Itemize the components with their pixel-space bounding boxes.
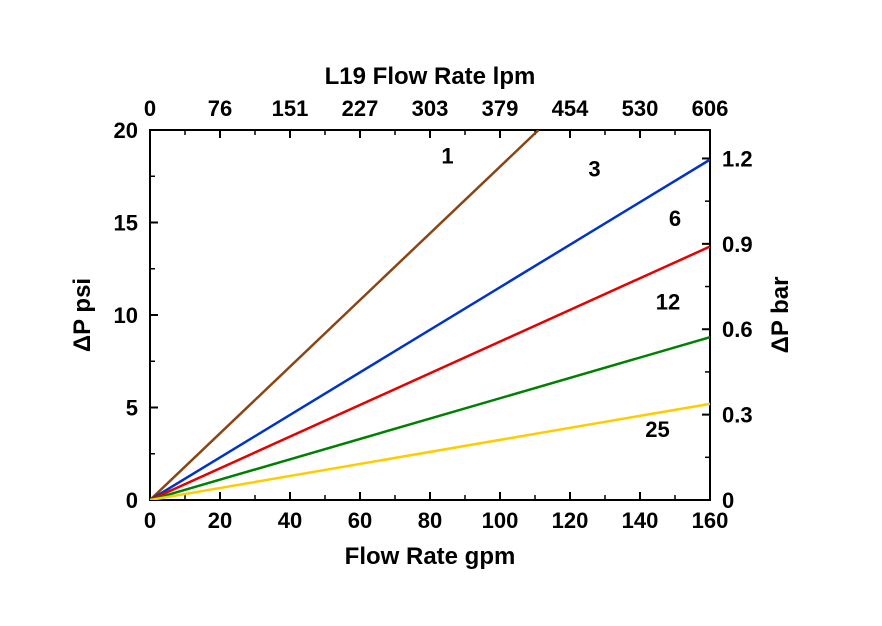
y-left-tick-label: 0	[126, 488, 138, 513]
series-label-s1: 1	[441, 143, 453, 168]
y-left-tick-label: 15	[114, 211, 138, 236]
x-top-tick-label: 379	[482, 96, 519, 121]
x-bottom-tick-label: 120	[552, 508, 589, 533]
y-right-title: ΔP bar	[767, 277, 794, 354]
x-bottom-tick-label: 100	[482, 508, 519, 533]
y-left-title: ΔP psi	[69, 278, 96, 352]
x-top-tick-label: 0	[144, 96, 156, 121]
y-right-tick-label: 0.6	[722, 317, 753, 342]
x-top-tick-label: 76	[208, 96, 232, 121]
chart-container: 020406080100120140160Flow Rate gpm076151…	[0, 0, 882, 626]
series-label-s3: 3	[588, 156, 600, 181]
x-bottom-tick-label: 0	[144, 508, 156, 533]
chart-svg: 020406080100120140160Flow Rate gpm076151…	[0, 0, 882, 626]
x-top-title: L19 Flow Rate lpm	[325, 63, 536, 90]
y-right-tick-label: 0	[722, 488, 734, 513]
y-right-tick-label: 1.2	[722, 146, 753, 171]
x-top-tick-label: 227	[342, 96, 379, 121]
y-left-tick-label: 20	[114, 118, 138, 143]
x-top-tick-label: 151	[272, 96, 309, 121]
y-left-tick-label: 5	[126, 396, 138, 421]
x-bottom-tick-label: 140	[622, 508, 659, 533]
x-top-tick-label: 606	[692, 96, 729, 121]
x-bottom-tick-label: 20	[208, 508, 232, 533]
x-top-tick-label: 454	[552, 96, 589, 121]
x-top-tick-label: 530	[622, 96, 659, 121]
x-top-tick-label: 303	[412, 96, 449, 121]
y-left-tick-label: 10	[114, 303, 138, 328]
x-bottom-tick-label: 40	[278, 508, 302, 533]
x-bottom-tick-label: 60	[348, 508, 372, 533]
series-label-s12: 12	[656, 289, 680, 314]
x-bottom-title: Flow Rate gpm	[345, 543, 516, 570]
series-label-s6: 6	[669, 206, 681, 231]
y-right-tick-label: 0.3	[722, 403, 753, 428]
x-bottom-tick-label: 80	[418, 508, 442, 533]
y-right-tick-label: 0.9	[722, 232, 753, 257]
series-label-s25: 25	[645, 417, 669, 442]
